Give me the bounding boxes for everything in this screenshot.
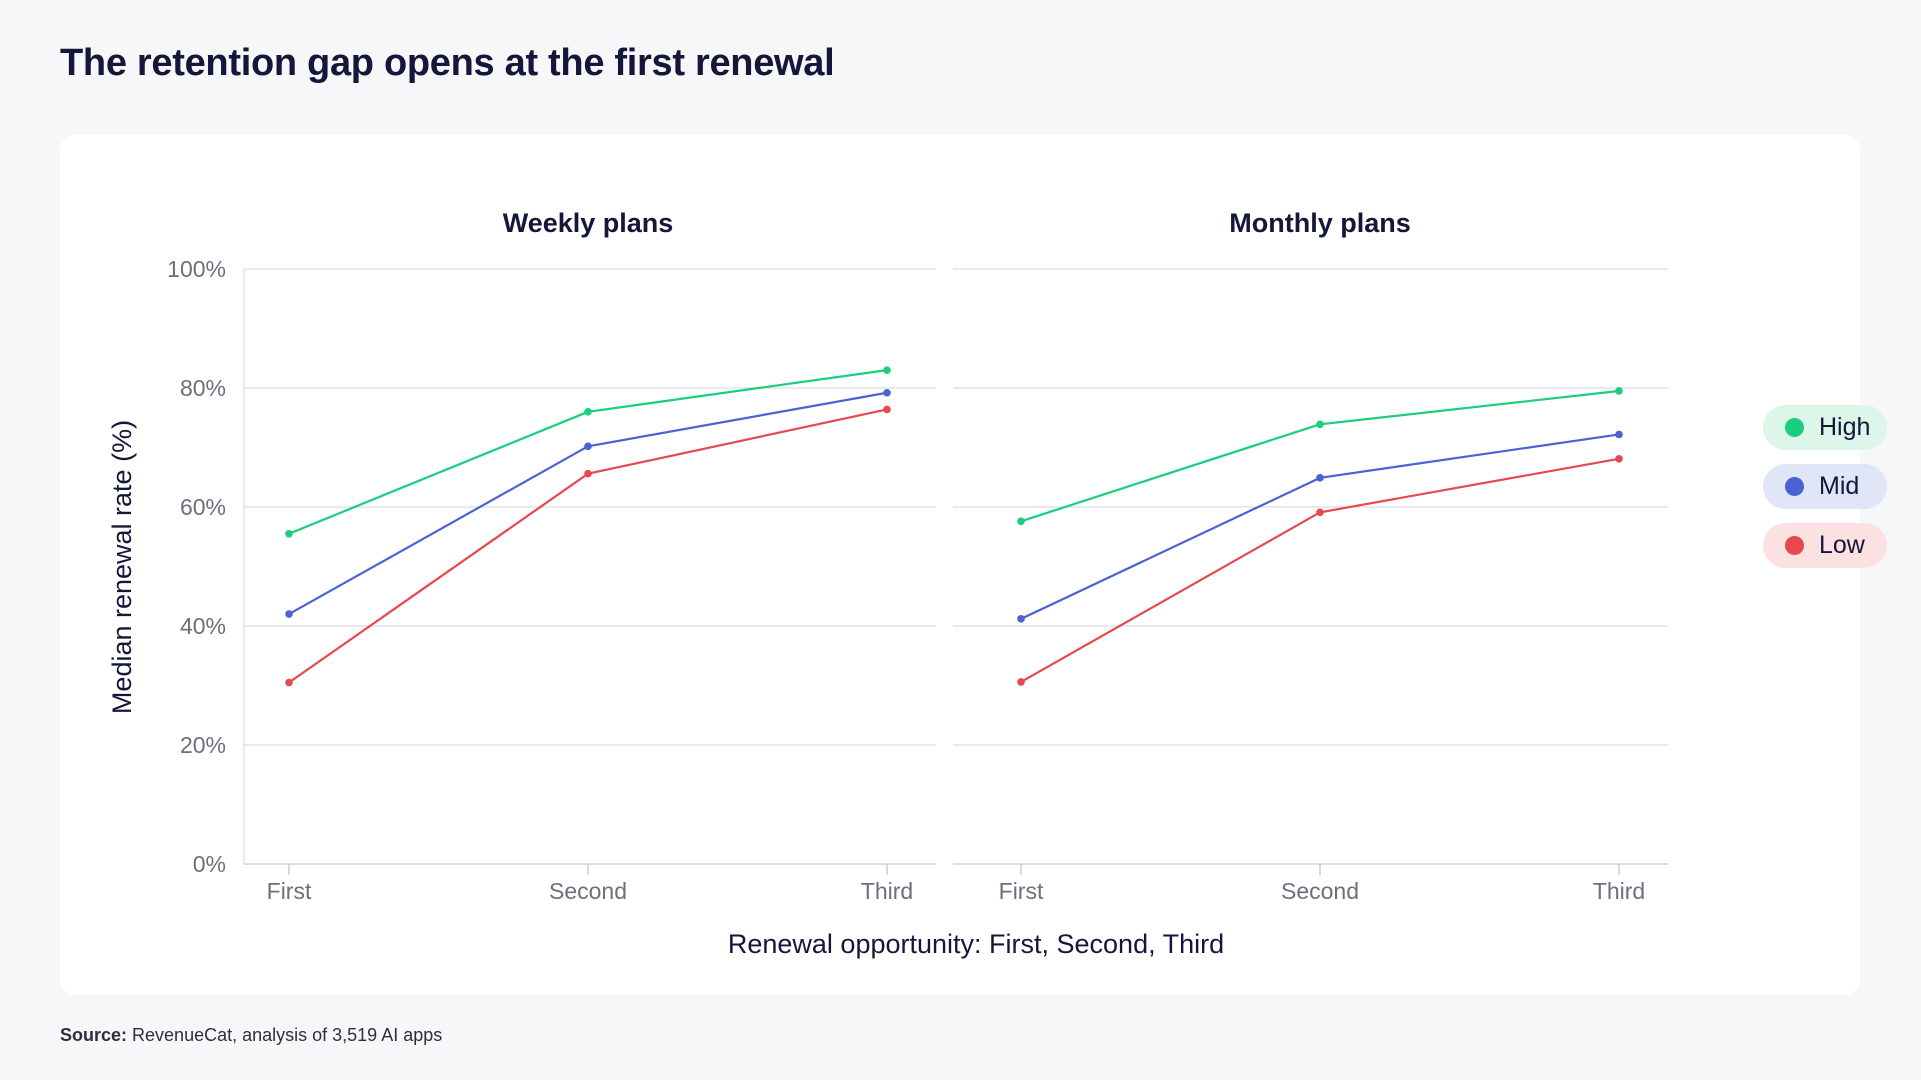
y-tick-label: 60%	[180, 494, 226, 520]
data-point-high	[1017, 517, 1025, 526]
data-point-mid	[883, 388, 891, 397]
source-text: RevenueCat, analysis of 3,519 AI apps	[127, 1025, 443, 1045]
chart-card: 0% 20% 40% 60% 80% 100% Weekly plans First Secon…	[60, 135, 1887, 995]
data-point-high	[883, 366, 891, 374]
source-prefix: Source:	[60, 1025, 128, 1045]
data-point-low	[1615, 455, 1623, 463]
data-point-high	[1615, 387, 1623, 395]
y-tick-label: 20%	[180, 732, 226, 758]
y-tick-label: 0%	[193, 851, 226, 877]
page-title: The retention gap opens at the first ren…	[60, 42, 835, 84]
data-point-low	[584, 469, 592, 478]
y-tick-label: 100%	[167, 256, 226, 282]
series-line-high-monthly	[1019, 389, 1621, 523]
data-point-high	[285, 529, 293, 538]
data-point-low	[883, 405, 891, 414]
data-point-mid	[1017, 615, 1025, 623]
legend-label: High	[1819, 413, 1871, 441]
data-point-high	[1316, 420, 1324, 429]
x-axis-title: Renewal opportunity: First, Second, Thir…	[728, 929, 1224, 959]
y-tick-label: 80%	[180, 375, 226, 401]
series-line-mid-monthly	[1019, 433, 1621, 620]
legend-swatch	[1785, 477, 1804, 496]
legend-label: Mid	[1819, 472, 1860, 500]
data-point-high	[584, 408, 592, 416]
legend: High Mid Low	[1763, 405, 1887, 568]
data-point-low	[285, 678, 293, 687]
y-tick-label: 40%	[180, 613, 226, 639]
x-tick-label: Second	[1281, 878, 1359, 904]
x-tick-label: Third	[861, 878, 913, 904]
legend-item-high: High	[1763, 405, 1887, 450]
data-point-mid	[1316, 474, 1324, 482]
legend-swatch	[1785, 418, 1804, 437]
x-tick-label: Third	[1593, 878, 1645, 904]
renewal-rate-chart: 0% 20% 40% 60% 80% 100% Weekly plans First Secon…	[107, 208, 1668, 959]
y-axis-title: Median renewal rate (%)	[107, 420, 137, 714]
panel-title-weekly: Weekly plans	[503, 208, 674, 238]
legend-label: Low	[1819, 531, 1865, 559]
series-line-high-weekly	[287, 369, 889, 535]
x-tick-label: Second	[549, 878, 627, 904]
series-line-low-weekly	[287, 408, 889, 684]
data-point-mid	[1615, 430, 1623, 439]
x-tick-label: First	[999, 878, 1044, 904]
data-point-low	[1316, 508, 1324, 517]
data-point-mid	[285, 610, 293, 618]
x-tick-label: First	[267, 878, 312, 904]
source-note: Source: RevenueCat, analysis of 3,519 AI…	[60, 1025, 442, 1046]
panel-title-monthly: Monthly plans	[1229, 208, 1411, 238]
legend-item-mid: Mid	[1763, 464, 1887, 509]
data-point-mid	[584, 442, 592, 451]
legend-item-low: Low	[1763, 523, 1887, 568]
series-line-mid-weekly	[287, 391, 889, 616]
data-point-low	[1017, 678, 1025, 686]
legend-swatch	[1785, 536, 1804, 555]
